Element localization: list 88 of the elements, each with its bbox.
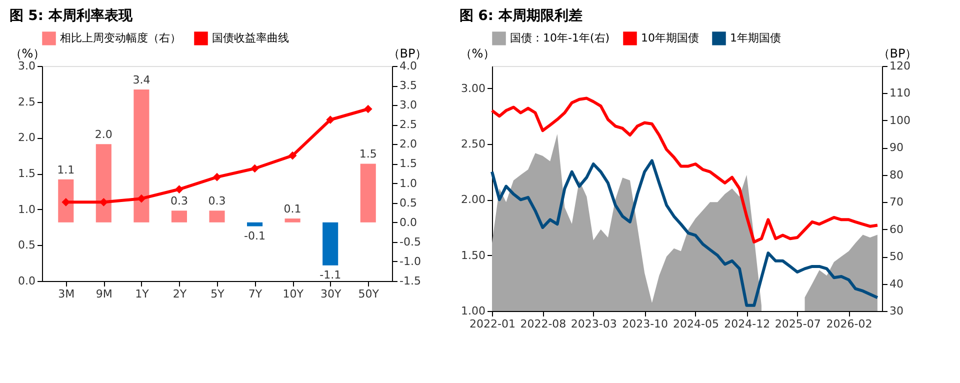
x-tick-label: 5Y	[210, 288, 225, 300]
point	[288, 151, 297, 160]
y-tick-label: 2.00	[461, 193, 486, 206]
y2-tick-label: 60	[890, 222, 904, 236]
y2-tick-label: 1.5	[400, 157, 417, 170]
legend-label: 相比上周变动幅度（右）	[60, 31, 181, 44]
x-tick-label: 10Y	[282, 288, 304, 300]
y-tick-label: 2.50	[461, 137, 486, 150]
y2-tick-label: -1.5	[400, 274, 421, 288]
data-label: 1.1	[57, 163, 75, 176]
y2-tick-label: 3.0	[400, 98, 417, 112]
y2-tick-label: -1.0	[400, 254, 421, 268]
bar	[360, 164, 376, 222]
point	[175, 185, 184, 194]
bar	[96, 144, 112, 222]
data-label: 2.0	[94, 128, 112, 142]
bar	[284, 218, 300, 222]
y2-tick-label: 50	[890, 250, 904, 264]
legend-label: 国债收益率曲线	[212, 31, 289, 44]
data-label: 0.1	[284, 202, 302, 216]
x-tick-label: 2022-01	[470, 318, 516, 330]
x-tick-label: 2022-08	[520, 318, 566, 330]
y2-tick-label: 0.0	[400, 216, 417, 229]
x-tick-label: 30Y	[320, 288, 342, 300]
y2-tick-label: 30	[890, 304, 904, 318]
y-tick-label: 2.5	[18, 95, 36, 108]
bar	[247, 222, 263, 226]
y-axis-title: （%）	[460, 46, 496, 60]
point	[364, 104, 372, 114]
bar	[134, 89, 150, 222]
bar	[171, 210, 187, 222]
x-tick-label: 2025-07	[774, 318, 821, 330]
y-tick-label: 3.0	[18, 60, 36, 72]
y2-axis-title: （BP）	[878, 46, 918, 60]
y-tick-label: 0.5	[18, 238, 36, 252]
y-tick-label: 1.5	[18, 167, 36, 180]
data-label: -0.1	[244, 229, 266, 242]
y2-tick-label: 110	[890, 86, 910, 100]
line-series	[490, 159, 879, 307]
x-tick-label: 2023-03	[570, 318, 617, 330]
y2-tick-label: 2.0	[400, 138, 417, 151]
data-label: 0.3	[208, 194, 226, 208]
line-series	[490, 96, 879, 244]
y2-tick-label: 90	[890, 141, 904, 154]
y2-axis-title: （BP）	[388, 46, 428, 60]
y2-tick-label: 70	[890, 196, 904, 209]
y2-tick-label: 4.0	[400, 60, 417, 72]
y2-tick-label: 80	[890, 168, 904, 182]
y2-tick-label: 100	[890, 114, 910, 127]
point	[326, 116, 335, 124]
y2-tick-label: 120	[890, 60, 910, 72]
data-label: -1.1	[320, 268, 342, 282]
legend-label: 10年期国债	[641, 31, 699, 44]
y2-tick-label: 1.0	[400, 176, 417, 190]
data-label: 1.5	[359, 148, 377, 161]
y2-tick-label: 2.5	[400, 118, 417, 132]
data-label: 0.3	[170, 194, 188, 208]
y-tick-label: 3.00	[461, 82, 486, 95]
y2-tick-label: -0.5	[400, 235, 421, 248]
point	[250, 164, 259, 173]
point	[212, 172, 222, 182]
legend-label: 国债：10年-1年(右)	[510, 31, 610, 44]
x-tick-label: 9M	[96, 288, 112, 300]
y-tick-label: 0.0	[18, 274, 36, 288]
y-tick-label: 1.0	[18, 202, 36, 216]
x-tick-label: 2024-05	[673, 318, 719, 330]
legend-label: 1年期国债	[730, 31, 781, 44]
y-tick-label: 1.50	[461, 248, 486, 262]
y2-tick-label: 3.5	[400, 79, 417, 92]
x-tick-label: 2026-02	[826, 318, 872, 330]
x-tick-label: 1Y	[135, 288, 150, 300]
x-tick-label: 2Y	[172, 288, 187, 300]
bar	[58, 179, 74, 222]
x-tick-label: 50Y	[358, 288, 380, 300]
y2-tick-label: 0.5	[400, 196, 417, 210]
bar	[209, 210, 225, 222]
x-tick-label: 3M	[58, 288, 75, 300]
y-tick-label: 2.0	[18, 131, 36, 144]
y2-tick-label: 40	[890, 277, 904, 290]
x-tick-label: 2023-10	[622, 318, 668, 330]
data-label: 3.4	[132, 73, 150, 86]
x-tick-label: 2024-12	[724, 318, 770, 330]
bar	[322, 222, 338, 266]
chart-title: 图 5: 本周利率表现	[9, 7, 134, 24]
y-axis-title: （%）	[10, 46, 46, 60]
chart-title: 图 6: 本周期限利差	[459, 8, 582, 24]
y-tick-label: 1.00	[461, 304, 486, 318]
x-tick-label: 7Y	[248, 288, 262, 300]
